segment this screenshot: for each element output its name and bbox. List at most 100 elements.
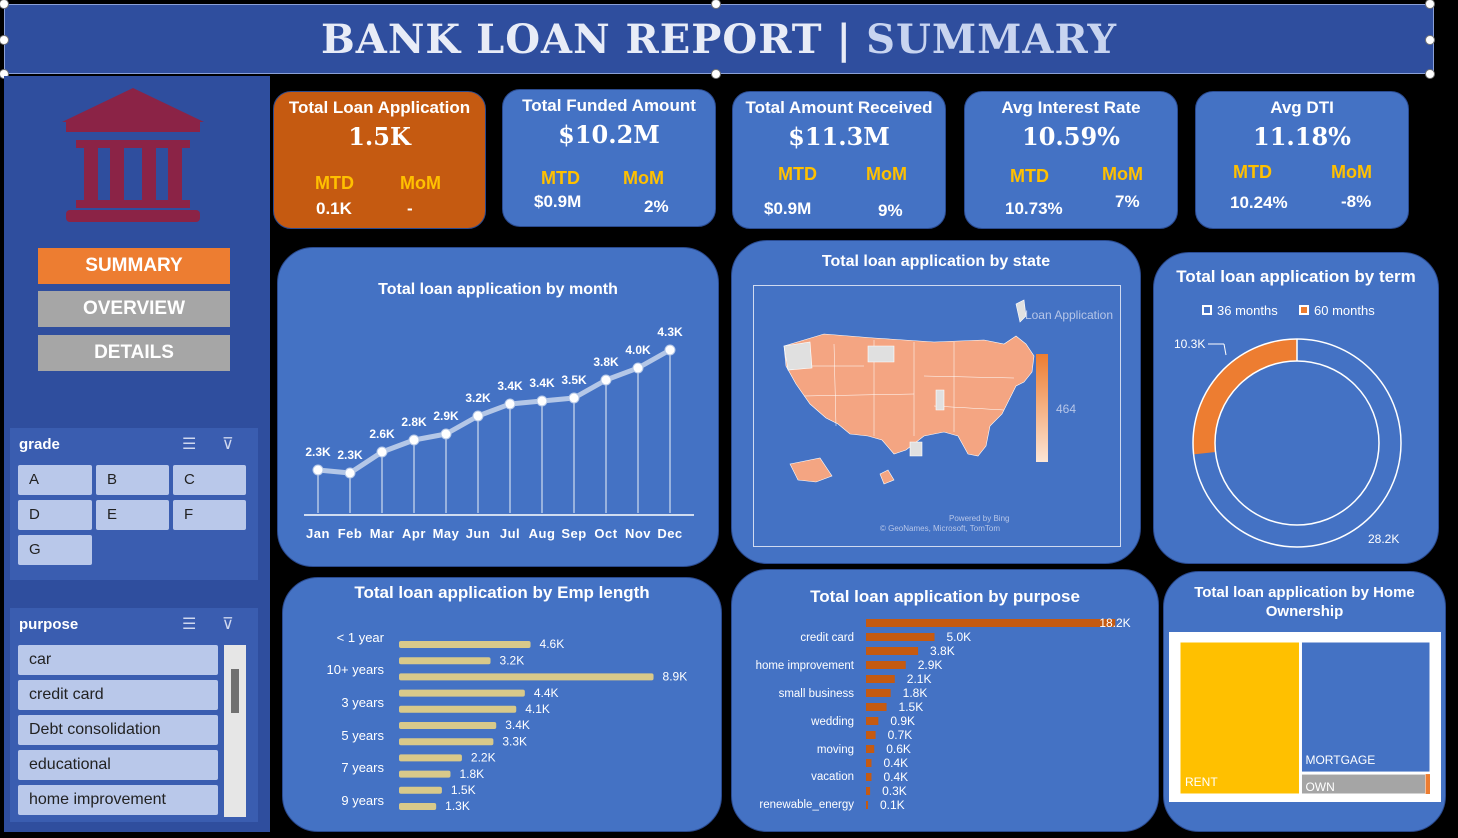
data-label: 2.1K	[907, 672, 932, 686]
y-tick-label: 10+ years	[327, 662, 385, 677]
map-credits: © GeoNames, Microsoft, TomTom	[880, 524, 1000, 533]
leader-line	[1223, 343, 1227, 356]
bar	[399, 803, 437, 810]
slicer-item-grade[interactable]: F	[173, 500, 246, 530]
bar	[866, 773, 872, 781]
data-point	[344, 467, 356, 479]
term-chart-card: Total loan application by term 36 months…	[1153, 252, 1439, 564]
bar	[866, 731, 876, 739]
kpi-mtd-label: MTD	[315, 173, 354, 193]
slicer-item-grade[interactable]: D	[18, 500, 92, 530]
y-tick-label: home improvement	[756, 660, 855, 672]
x-tick-label: Nov	[625, 526, 651, 541]
grade-slicer: grade ☰ ⊽ A B C D E F G	[10, 428, 258, 580]
kpi-value: 10.59%	[1022, 122, 1120, 151]
nav-overview-button[interactable]: OVERVIEW	[38, 291, 230, 327]
bar	[399, 641, 531, 648]
y-tick-label: 5 years	[341, 728, 384, 743]
slicer-item-purpose[interactable]: car	[18, 645, 218, 675]
x-tick-label: May	[433, 526, 460, 541]
resize-handle[interactable]	[0, 35, 9, 45]
us-map[interactable]	[754, 286, 1122, 548]
data-label: 4.3K	[657, 325, 683, 339]
data-label: 0.3K	[882, 784, 907, 798]
data-label: 3.8K	[593, 355, 619, 369]
treemap-label: RENT	[1185, 775, 1218, 789]
chart-title: Total loan application by month	[378, 281, 618, 298]
kpi-title: Total Funded Amount	[522, 96, 696, 115]
treemap-tile	[1300, 773, 1427, 795]
kpi-card-avg-interest-rate: Avg Interest Rate 10.59% MTD MoM 10.73% …	[964, 91, 1178, 229]
map-legend-value: 464	[1056, 402, 1077, 416]
clear-filter-icon[interactable]: ⊽	[222, 436, 234, 453]
kpi-mtd-label: MTD	[541, 168, 580, 188]
y-tick-label: 7 years	[341, 760, 384, 775]
data-label: 0.7K	[888, 728, 913, 742]
kpi-mom-value: -8%	[1341, 192, 1372, 211]
slicer-item-purpose[interactable]: Debt consolidation	[18, 715, 218, 745]
resize-handle[interactable]	[1425, 35, 1435, 45]
kpi-value: 1.5K	[348, 122, 411, 151]
clear-filter-icon[interactable]: ⊽	[222, 616, 234, 633]
kpi-card-avg-dti: Avg DTI 11.18% MTD MoM 10.24% -8%	[1195, 91, 1409, 229]
resize-handle[interactable]	[1425, 69, 1435, 79]
chart-title: Total loan application by Emp length	[354, 583, 650, 602]
x-tick-label: Mar	[370, 526, 395, 541]
slicer-item-grade[interactable]: B	[96, 465, 169, 495]
slicer-item-grade[interactable]: A	[18, 465, 92, 495]
slicer-item-purpose[interactable]: credit card	[18, 680, 218, 710]
term-donut-chart: 10.3K 28.2K	[1174, 337, 1402, 548]
resize-handle[interactable]	[711, 0, 721, 9]
bar	[866, 661, 906, 669]
kpi-card-total-funded-amount: Total Funded Amount $10.2M MTD MoM $0.9M…	[502, 89, 716, 227]
resize-handle[interactable]	[1425, 0, 1435, 9]
multi-select-icon[interactable]: ☰	[182, 436, 197, 453]
treemap-label: MORTGAGE	[1305, 753, 1375, 767]
data-label: 2.3K	[305, 445, 331, 459]
bar	[866, 745, 875, 753]
state-map-card: Total loan application by state Loan App…	[731, 240, 1141, 564]
x-tick-label: Aug	[529, 526, 556, 541]
y-tick-label: wedding	[810, 716, 854, 728]
title-main: BANK LOAN REPORT	[320, 16, 823, 63]
slicer-item-grade[interactable]: C	[173, 465, 246, 495]
nav-summary-button[interactable]: SUMMARY	[38, 248, 230, 284]
bar	[399, 738, 494, 746]
slicer-item-grade[interactable]: G	[18, 535, 92, 565]
kpi-mtd-value: $0.9M	[534, 192, 582, 211]
data-label: 1.8K	[903, 686, 928, 700]
x-tick-label: Jun	[466, 526, 491, 541]
data-point	[536, 395, 548, 407]
data-label: 3.2K	[500, 653, 525, 667]
resize-handle[interactable]	[0, 0, 9, 9]
data-point	[440, 428, 452, 440]
data-point	[312, 464, 324, 476]
slicer-item-purpose[interactable]: educational	[18, 750, 218, 780]
y-tick-label: moving	[817, 744, 854, 756]
slicer-item-purpose[interactable]: home improvement	[18, 785, 218, 815]
data-label: 4.0K	[625, 343, 651, 357]
chart-title: Total loan application by term	[1176, 267, 1416, 286]
y-tick-label: vacation	[811, 771, 854, 783]
data-point	[472, 410, 484, 422]
title-sub: SUMMARY	[866, 16, 1118, 63]
title-separator: |	[836, 16, 853, 63]
slicer-title: grade	[19, 436, 60, 453]
scrollbar-thumb[interactable]	[231, 669, 239, 713]
resize-handle[interactable]	[711, 69, 721, 79]
map-credits: Powered by Bing	[949, 514, 1010, 523]
data-point	[504, 398, 516, 410]
map-legend-gradient	[1036, 354, 1048, 462]
y-tick-label: 3 years	[341, 695, 384, 710]
month-chart-card: Total loan application by month 2.3K Jan 2…	[277, 247, 719, 567]
bar	[866, 619, 1116, 627]
data-point	[600, 374, 612, 386]
data-label: 3.8K	[930, 644, 955, 658]
slicer-item-grade[interactable]: E	[96, 500, 169, 530]
bar	[866, 689, 891, 697]
multi-select-icon[interactable]: ☰	[182, 616, 197, 633]
nav-details-button[interactable]: DETAILS	[38, 335, 230, 371]
slicer-scrollbar[interactable]	[224, 645, 246, 817]
data-point	[664, 344, 676, 356]
bar	[866, 633, 935, 641]
